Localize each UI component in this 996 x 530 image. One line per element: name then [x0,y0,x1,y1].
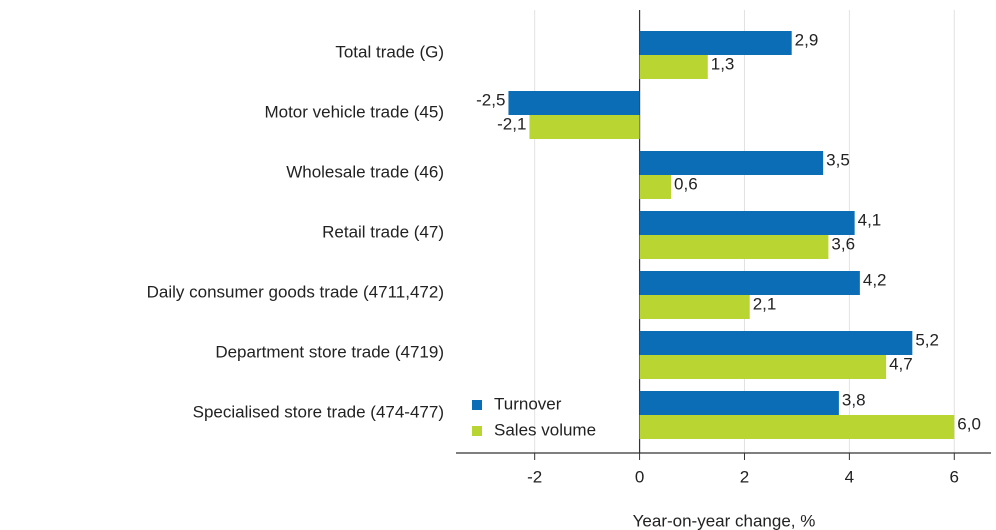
x-axis-label: Year-on-year change, % [633,511,816,530]
bar [639,391,839,415]
value-label: 6,0 [957,414,981,433]
x-tick-label: 0 [635,467,644,486]
x-tick-label: 4 [845,467,854,486]
bar [639,271,860,295]
y-tick-label: Total trade (G) [335,42,444,61]
y-tick-label: Motor vehicle trade (45) [264,102,444,121]
value-label: 3,6 [831,234,855,253]
bar [639,55,708,79]
y-tick-label: Specialised store trade (474-477) [193,402,444,421]
bar [529,115,640,139]
bar [639,295,750,319]
value-label: 5,2 [915,330,939,349]
value-label: 1,3 [711,54,735,73]
bar [639,415,955,439]
legend-swatch [472,426,482,436]
legend-swatch [472,400,482,410]
bar [639,175,672,199]
value-label: 2,9 [795,30,819,49]
value-label: 4,2 [863,270,887,289]
value-label: -2,5 [476,90,505,109]
x-tick-label: -2 [527,467,542,486]
value-label: 3,8 [842,390,866,409]
bar [639,331,913,355]
y-tick-label: Wholesale trade (46) [286,162,444,181]
value-label: 4,1 [858,210,882,229]
bar [639,31,792,55]
legend-label: Sales volume [494,420,596,439]
y-tick-label: Department store trade (4719) [215,342,444,361]
y-tick-label: Retail trade (47) [322,222,444,241]
y-tick-label: Daily consumer goods trade (4711,472) [147,282,444,301]
bar [639,151,824,175]
value-label: 4,7 [889,354,913,373]
legend-label: Turnover [494,394,562,413]
x-tick-label: 2 [740,467,749,486]
value-label: 2,1 [753,294,777,313]
value-label: 0,6 [674,174,698,193]
x-tick-label: 6 [950,467,959,486]
bar [508,91,640,115]
bar [639,355,887,379]
bar [639,211,855,235]
bar [639,235,829,259]
value-label: -2,1 [497,114,526,133]
value-label: 3,5 [826,150,850,169]
